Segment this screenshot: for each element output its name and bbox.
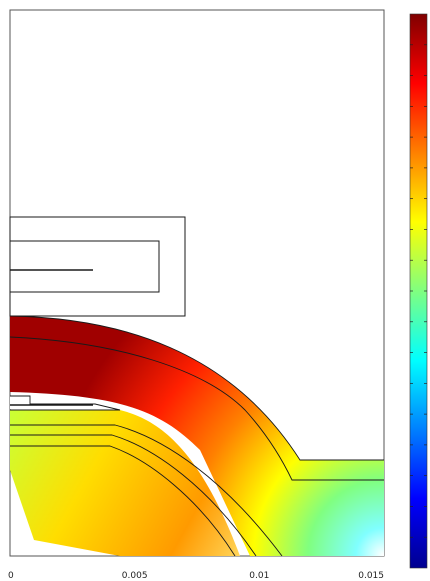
coil-inner-outline bbox=[9, 240, 160, 293]
colorbar-ticks bbox=[410, 44, 427, 538]
x-tick-label: 0.015 bbox=[358, 571, 384, 581]
boundary-curve-1 bbox=[9, 336, 384, 481]
boundary-curve-4 bbox=[10, 434, 257, 557]
boundary-curve-5 bbox=[10, 445, 236, 557]
colorbar bbox=[409, 13, 428, 569]
x-tick-label: 0.005 bbox=[122, 571, 148, 581]
field-region-lower bbox=[10, 410, 240, 556]
boundary-curve-3 bbox=[10, 424, 283, 557]
x-tick-label: 0 bbox=[8, 571, 14, 581]
boundary-curve-2 bbox=[9, 315, 384, 461]
x-axis: 0 0.005 0.01 0.015 bbox=[8, 571, 384, 581]
x-tick-label: 0.01 bbox=[249, 571, 269, 581]
cavity-region bbox=[10, 396, 120, 410]
cavity-outline bbox=[10, 395, 121, 411]
field-region-upper bbox=[10, 316, 384, 556]
